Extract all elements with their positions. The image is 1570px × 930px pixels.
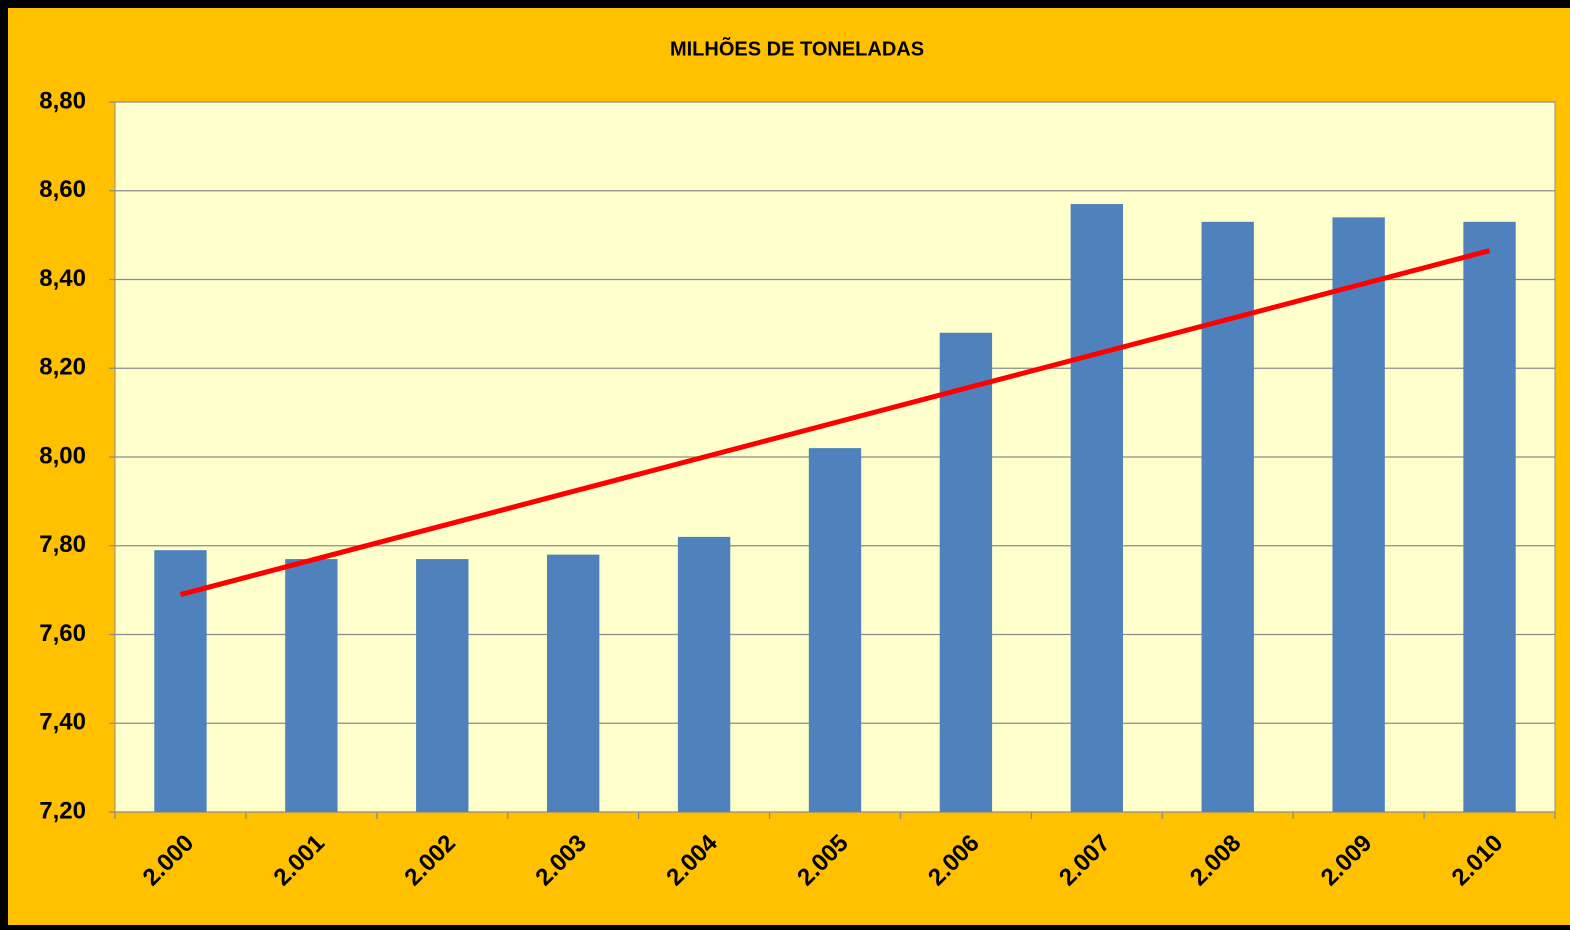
y-tick-label: 8,40 [39, 265, 86, 292]
bar [416, 559, 469, 812]
bar [1070, 204, 1123, 812]
bar [547, 554, 600, 812]
bar [285, 559, 338, 812]
y-tick-label: 8,60 [39, 176, 86, 203]
y-tick-label: 7,20 [39, 797, 86, 824]
y-tick-label: 8,00 [39, 442, 86, 469]
y-tick-label: 7,80 [39, 531, 86, 558]
trendline [179, 248, 1491, 597]
bar [939, 332, 993, 812]
bar [1332, 217, 1385, 812]
chart-title: MILHÕES DE TONELADAS [670, 36, 924, 60]
bar [808, 448, 862, 812]
y-tick-label: 8,20 [39, 354, 86, 381]
bar [1201, 221, 1254, 812]
bar [677, 536, 731, 812]
y-tick-label: 7,40 [39, 709, 86, 736]
y-tick-label: 7,60 [39, 620, 86, 647]
y-tick-label: 8,80 [39, 87, 86, 114]
bar [1463, 221, 1516, 812]
